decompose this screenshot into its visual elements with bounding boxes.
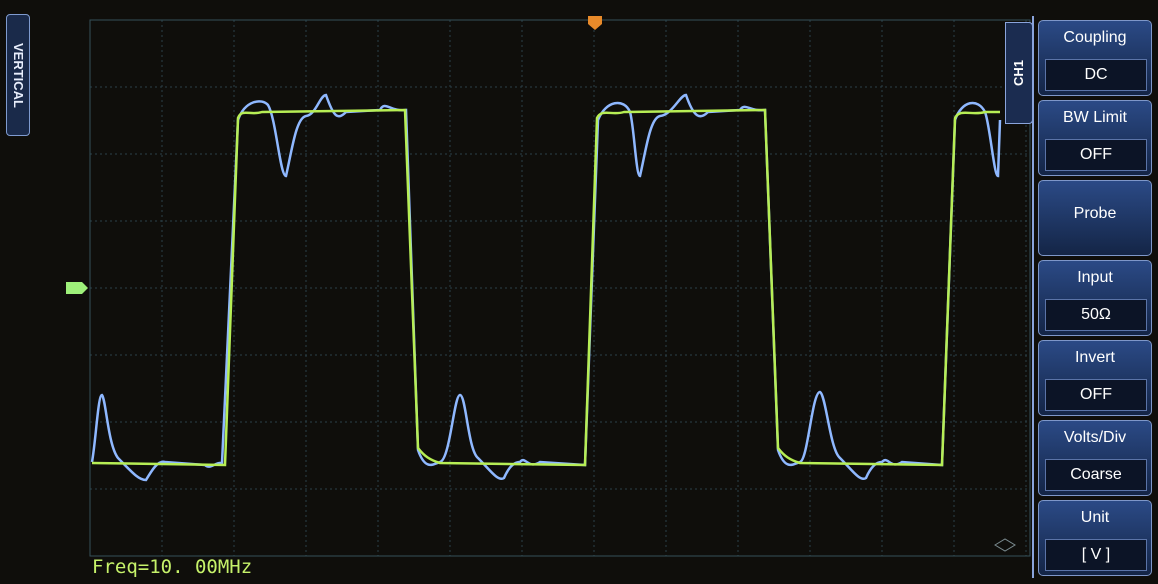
menu-button[interactable]: Input 50Ω	[1038, 260, 1152, 336]
menu-value: Coarse	[1045, 459, 1147, 491]
menu-value: OFF	[1045, 139, 1147, 171]
channel-tab: CH1	[1005, 22, 1033, 124]
vertical-tab: VERTICAL	[6, 14, 30, 136]
menu-button[interactable]: Coupling DC	[1038, 20, 1152, 96]
menu-label: Probe	[1039, 205, 1151, 223]
menu-label: Input	[1039, 269, 1151, 287]
menu-value: [ V ]	[1045, 539, 1147, 571]
menu-button[interactable]: Probe	[1038, 180, 1152, 256]
scope-display	[0, 0, 1158, 584]
menu-label: Unit	[1039, 509, 1151, 527]
menu-value: OFF	[1045, 379, 1147, 411]
menu-button[interactable]: Unit [ V ]	[1038, 500, 1152, 576]
menu-button[interactable]: BW Limit OFF	[1038, 100, 1152, 176]
menu-label: Invert	[1039, 349, 1151, 367]
trigger-position-marker	[588, 16, 602, 30]
menu-label: BW Limit	[1039, 109, 1151, 127]
menu-value: 50Ω	[1045, 299, 1147, 331]
page: {"side_label": "VERTICAL", "channel": "C…	[0, 0, 1158, 584]
menu-label: Coupling	[1039, 29, 1151, 47]
frequency-readout: Freq=10. 00MHz	[92, 556, 252, 578]
trigger-level-marker	[995, 539, 1015, 551]
channel-offset-marker	[66, 282, 88, 294]
menu-value: DC	[1045, 59, 1147, 91]
menu-panel: Coupling DC BW Limit OFF Probe Input 50Ω Invert…	[1032, 16, 1154, 578]
menu-button[interactable]: Volts/Div Coarse	[1038, 420, 1152, 496]
menu-button[interactable]: Invert OFF	[1038, 340, 1152, 416]
menu-label: Volts/Div	[1039, 429, 1151, 447]
